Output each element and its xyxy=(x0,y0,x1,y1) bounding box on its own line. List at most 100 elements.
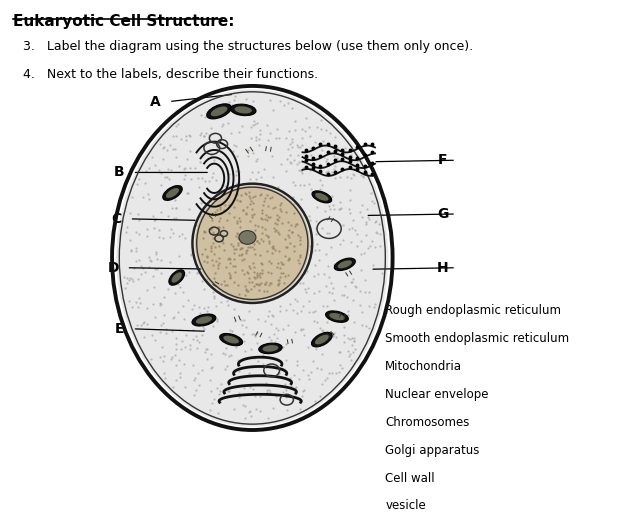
Text: Smooth endoplasmic reticulum: Smooth endoplasmic reticulum xyxy=(386,332,569,345)
Point xyxy=(252,273,262,281)
Point xyxy=(297,169,307,177)
Point xyxy=(223,301,233,309)
Point xyxy=(289,181,299,189)
Point xyxy=(335,361,345,369)
Point xyxy=(210,227,220,235)
Point xyxy=(248,294,258,302)
Text: G: G xyxy=(437,207,449,221)
Point xyxy=(201,314,211,323)
Point xyxy=(322,310,332,318)
Point xyxy=(200,227,210,236)
Point xyxy=(350,226,360,234)
Point xyxy=(267,336,276,344)
Point xyxy=(180,233,190,242)
Point xyxy=(346,350,355,358)
Point xyxy=(132,180,142,188)
Point xyxy=(280,252,290,260)
Point xyxy=(250,232,260,241)
Point xyxy=(342,173,352,181)
Point xyxy=(327,369,337,377)
Point xyxy=(193,344,202,352)
Point xyxy=(263,312,273,321)
Point xyxy=(207,223,217,231)
Point xyxy=(268,242,278,250)
Point xyxy=(241,209,251,218)
Point xyxy=(325,288,334,296)
Point xyxy=(167,204,177,212)
Point xyxy=(300,114,310,122)
Text: Nuclear envelope: Nuclear envelope xyxy=(386,388,489,401)
Ellipse shape xyxy=(196,316,212,324)
Point xyxy=(280,272,290,281)
Point xyxy=(294,165,304,174)
Point xyxy=(294,258,304,266)
Point xyxy=(214,223,224,231)
Point xyxy=(196,199,206,207)
Point xyxy=(197,250,207,258)
Point xyxy=(236,316,246,324)
Point xyxy=(302,250,312,258)
Point xyxy=(180,343,190,351)
Point xyxy=(239,270,249,278)
Point xyxy=(284,255,294,263)
Point xyxy=(363,244,373,252)
Point xyxy=(170,122,180,130)
Point xyxy=(185,341,195,349)
Point xyxy=(178,302,188,310)
Point xyxy=(281,356,291,364)
Point xyxy=(263,232,273,240)
Point xyxy=(217,237,227,245)
Point xyxy=(147,331,157,339)
Point xyxy=(246,285,256,293)
Point xyxy=(329,260,339,268)
Point xyxy=(267,265,276,273)
Point xyxy=(342,293,352,301)
Point xyxy=(187,305,197,313)
Point xyxy=(202,252,212,260)
Point xyxy=(223,273,233,281)
Point xyxy=(228,169,238,178)
Text: vesicle: vesicle xyxy=(386,499,426,512)
Point xyxy=(187,232,197,240)
Text: A: A xyxy=(150,95,161,109)
Point xyxy=(334,198,344,206)
Point xyxy=(247,278,257,286)
Point xyxy=(207,363,217,371)
Point xyxy=(341,261,350,269)
Point xyxy=(245,243,255,251)
Point xyxy=(234,389,244,397)
Point xyxy=(299,302,308,310)
Point xyxy=(283,271,292,279)
Point xyxy=(202,253,212,261)
Point xyxy=(315,392,325,400)
Point xyxy=(374,220,384,228)
Point xyxy=(221,103,231,112)
Point xyxy=(208,239,218,247)
Point xyxy=(229,231,239,239)
Point xyxy=(206,249,216,257)
Point xyxy=(251,226,260,234)
Point xyxy=(223,119,233,127)
Point xyxy=(209,231,219,239)
Point xyxy=(159,142,169,151)
Point xyxy=(232,212,242,220)
Point xyxy=(352,166,362,174)
Point xyxy=(189,301,199,309)
Point xyxy=(254,286,263,294)
Point xyxy=(141,167,151,175)
Point xyxy=(271,285,281,293)
Point xyxy=(188,335,198,343)
Point xyxy=(369,199,379,207)
Point xyxy=(174,162,184,170)
Point xyxy=(221,257,231,265)
Point xyxy=(236,244,246,252)
Point xyxy=(241,244,251,252)
Point xyxy=(205,151,215,159)
Point xyxy=(176,135,186,143)
Point xyxy=(259,287,268,295)
Point xyxy=(163,165,173,174)
Point xyxy=(175,356,184,365)
Point xyxy=(208,169,218,178)
Point xyxy=(235,197,245,205)
Point xyxy=(334,348,344,356)
